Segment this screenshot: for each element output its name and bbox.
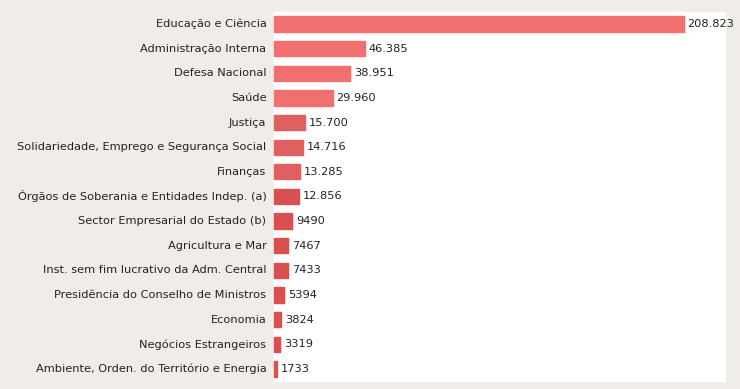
Text: 46.385: 46.385 bbox=[369, 44, 408, 54]
Text: 13.285: 13.285 bbox=[303, 167, 343, 177]
Text: 7467: 7467 bbox=[292, 241, 321, 251]
Text: Solidariedade, Emprego e Segurança Social: Solidariedade, Emprego e Segurança Socia… bbox=[17, 142, 266, 152]
Text: 3824: 3824 bbox=[285, 315, 314, 325]
Text: 9490: 9490 bbox=[296, 216, 325, 226]
Text: Presidência do Conselho de Ministros: Presidência do Conselho de Ministros bbox=[55, 290, 266, 300]
Bar bbox=[274, 140, 303, 155]
Text: Educação e Ciência: Educação e Ciência bbox=[155, 19, 266, 29]
Text: 12.856: 12.856 bbox=[303, 191, 343, 202]
Text: 14.716: 14.716 bbox=[306, 142, 346, 152]
Bar bbox=[274, 263, 289, 278]
Bar bbox=[274, 336, 280, 352]
Text: 1733: 1733 bbox=[281, 364, 310, 374]
Bar bbox=[274, 361, 278, 377]
Bar bbox=[274, 12, 725, 381]
Text: 29.960: 29.960 bbox=[336, 93, 376, 103]
Text: Agricultura e Mar: Agricultura e Mar bbox=[167, 241, 266, 251]
Text: Órgãos de Soberania e Entidades Indep. (a): Órgãos de Soberania e Entidades Indep. (… bbox=[18, 191, 266, 202]
Text: 38.951: 38.951 bbox=[354, 68, 394, 78]
Bar bbox=[274, 287, 284, 303]
Text: Inst. sem fim lucrativo da Adm. Central: Inst. sem fim lucrativo da Adm. Central bbox=[43, 265, 266, 275]
Text: Finanças: Finanças bbox=[217, 167, 266, 177]
Bar bbox=[274, 115, 305, 130]
Bar bbox=[274, 16, 684, 32]
Bar bbox=[274, 41, 365, 56]
Text: Justiça: Justiça bbox=[229, 117, 266, 128]
Text: Saúde: Saúde bbox=[231, 93, 266, 103]
Text: Sector Empresarial do Estado (b): Sector Empresarial do Estado (b) bbox=[78, 216, 266, 226]
Text: Negócios Estrangeiros: Negócios Estrangeiros bbox=[139, 339, 266, 349]
Bar bbox=[274, 90, 332, 105]
Bar bbox=[274, 312, 281, 327]
Bar bbox=[274, 214, 292, 229]
Bar bbox=[274, 189, 299, 204]
Text: Defesa Nacional: Defesa Nacional bbox=[174, 68, 266, 78]
Bar bbox=[274, 238, 289, 253]
Text: Economia: Economia bbox=[211, 315, 266, 325]
Bar bbox=[274, 66, 350, 81]
Text: 3319: 3319 bbox=[284, 339, 313, 349]
Bar bbox=[274, 164, 300, 179]
Text: Ambiente, Orden. do Território e Energia: Ambiente, Orden. do Território e Energia bbox=[36, 364, 266, 374]
Text: 208.823: 208.823 bbox=[687, 19, 734, 29]
Text: 7433: 7433 bbox=[292, 265, 321, 275]
Text: Administração Interna: Administração Interna bbox=[141, 44, 266, 54]
Text: 15.700: 15.700 bbox=[309, 117, 349, 128]
Text: 5394: 5394 bbox=[288, 290, 317, 300]
